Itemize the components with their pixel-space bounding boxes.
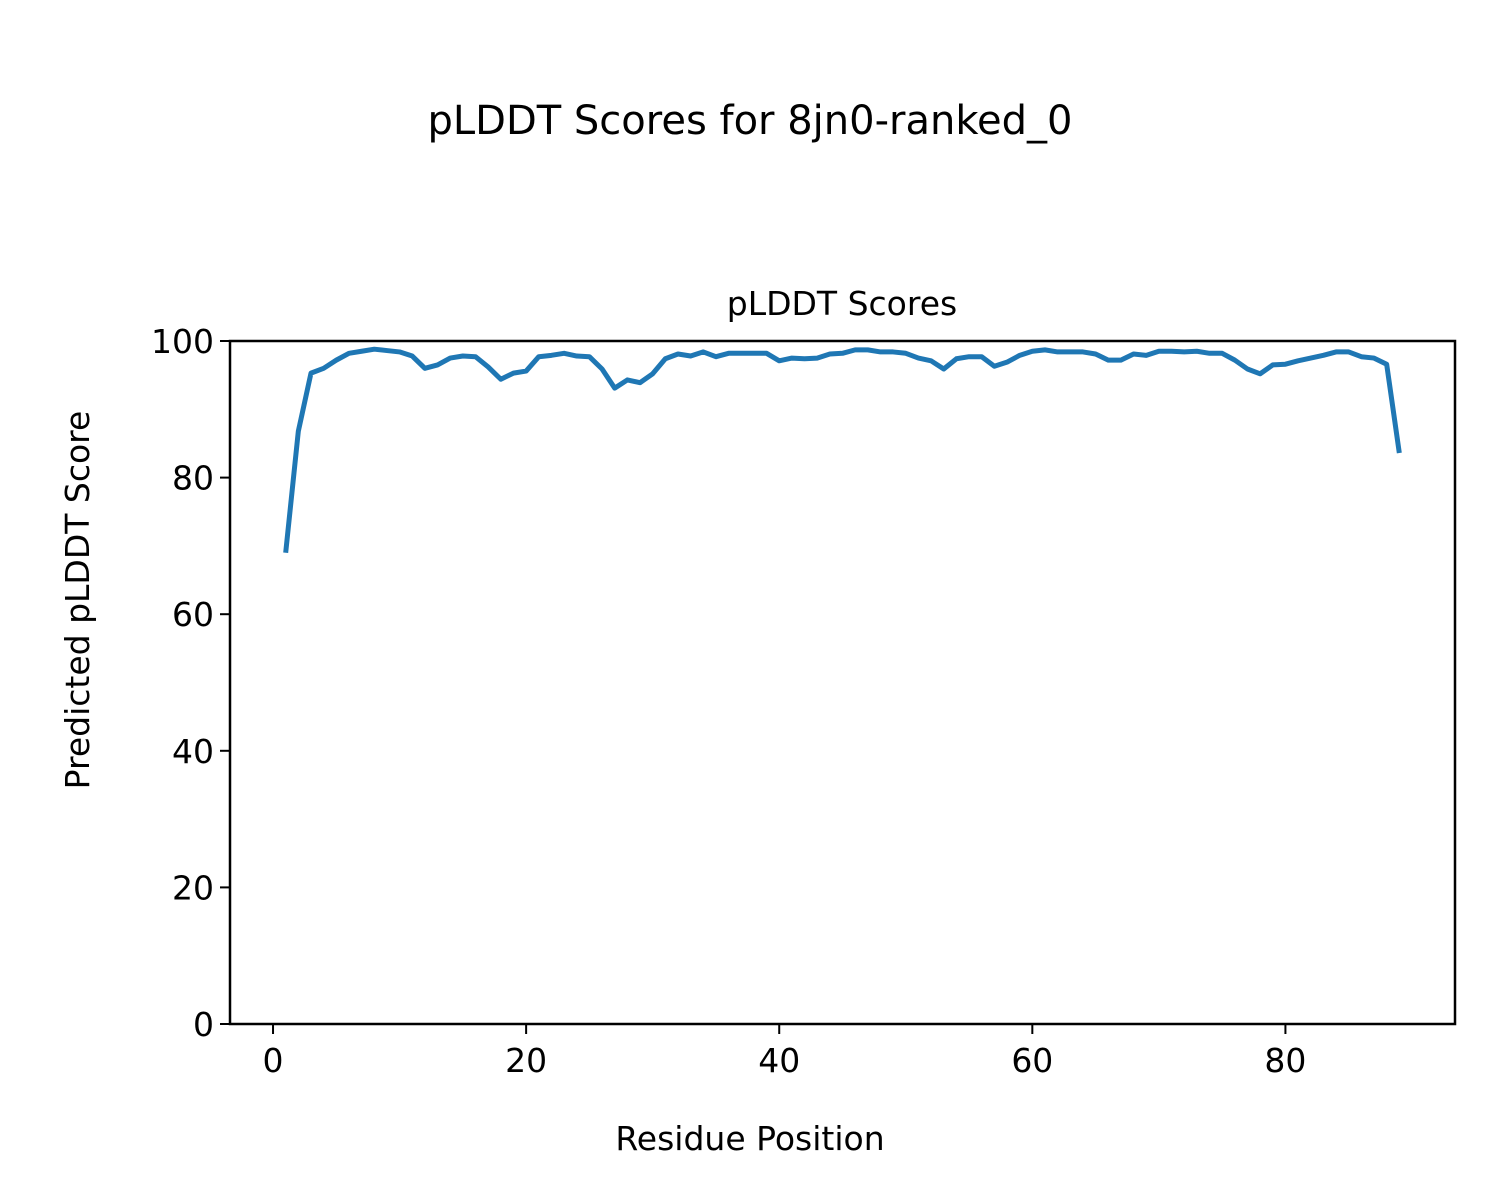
y-tick-label: 60 xyxy=(172,595,214,634)
plddt-line xyxy=(283,346,1402,553)
x-tick-label: 60 xyxy=(1011,1041,1053,1080)
y-tick-label: 100 xyxy=(151,322,214,361)
axes-title: pLDDT Scores xyxy=(727,284,957,323)
x-tick-label: 20 xyxy=(505,1041,547,1080)
y-tick-label: 80 xyxy=(172,459,214,498)
y-tick-label: 0 xyxy=(193,1005,214,1044)
x-tick-label: 80 xyxy=(1264,1041,1306,1080)
figure-title: pLDDT Scores for 8jn0-ranked_0 xyxy=(427,98,1072,144)
axes-frame xyxy=(228,339,1457,1026)
x-axis-label: Residue Position xyxy=(615,1119,884,1158)
y-tick-label: 20 xyxy=(172,868,214,907)
x-tick-label: 40 xyxy=(758,1041,800,1080)
x-tick-label: 0 xyxy=(263,1041,284,1080)
y-tick-label: 40 xyxy=(172,732,214,771)
y-axis-label: Predicted pLDDT Score xyxy=(58,411,97,790)
